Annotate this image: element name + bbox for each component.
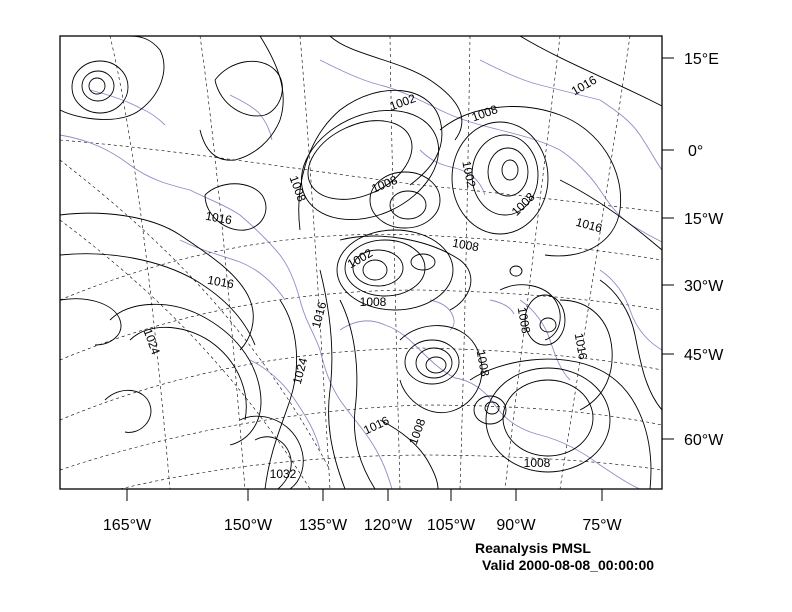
y-tick-label: 15°E xyxy=(684,51,719,68)
contour-label: 1002 xyxy=(345,246,375,272)
coastlines xyxy=(60,59,662,489)
x-tick-label: 105°W xyxy=(427,517,476,534)
x-tick-label: 90°W xyxy=(496,517,536,534)
plot-frame xyxy=(59,35,663,490)
contour-label: 1016 xyxy=(569,73,599,99)
x-axis-labels: 165°W 150°W 135°W 120°W 105°W 90°W 75°W xyxy=(103,517,623,534)
x-tick-label: 165°W xyxy=(103,517,152,534)
x-tick-label: 120°W xyxy=(364,517,413,534)
contour-label: 1008 xyxy=(369,173,399,196)
isobars xyxy=(60,36,662,489)
x-tick-label: 75°W xyxy=(582,517,622,534)
contour-label: 1016 xyxy=(361,413,391,437)
contour-label: 1008 xyxy=(470,102,500,124)
contour-label: 1008 xyxy=(509,190,538,219)
y-tick-label: 0° xyxy=(688,143,703,160)
graticule xyxy=(60,36,662,489)
contour-label: 1032 xyxy=(270,467,297,481)
contour-label: 1024 xyxy=(141,327,163,357)
y-tick-label: 15°W xyxy=(684,211,724,228)
caption-valid-time: Valid 2000-08-08_00:00:00 xyxy=(482,557,655,573)
y-axis xyxy=(662,57,674,440)
contour-label: 1008 xyxy=(524,456,551,470)
contour-label: 1016 xyxy=(204,209,233,227)
x-tick-label: 150°W xyxy=(224,517,273,534)
contour-label: 1016 xyxy=(572,332,590,361)
contour-label: 1008 xyxy=(515,306,533,335)
contour-label: 1016 xyxy=(574,215,604,236)
contour-label: 1008 xyxy=(451,236,480,254)
contour-label: 1002 xyxy=(388,91,418,113)
contour-label: 1008 xyxy=(360,295,387,309)
y-axis-labels: 15°E 0° 15°W 30°W 45°W 60°W xyxy=(684,51,724,449)
caption-title: Reanalysis PMSL xyxy=(475,540,591,556)
contour-label: 1016 xyxy=(206,273,235,291)
y-tick-label: 45°W xyxy=(684,347,724,364)
contour-label: 1002 xyxy=(459,160,478,189)
y-tick-label: 30°W xyxy=(684,278,724,295)
x-tick-label: 135°W xyxy=(299,517,348,534)
contour-label: 1008 xyxy=(287,174,309,204)
contour-labels: 1002 1008 1016 1008 1008 1002 1008 1016 … xyxy=(141,73,604,481)
contour-label: 1008 xyxy=(474,349,492,378)
contour-label: 1008 xyxy=(406,416,428,446)
y-tick-label: 60°W xyxy=(684,432,724,449)
x-axis xyxy=(126,489,603,501)
contour-label: 1024 xyxy=(290,356,311,386)
contour-label: 1016 xyxy=(309,300,330,330)
